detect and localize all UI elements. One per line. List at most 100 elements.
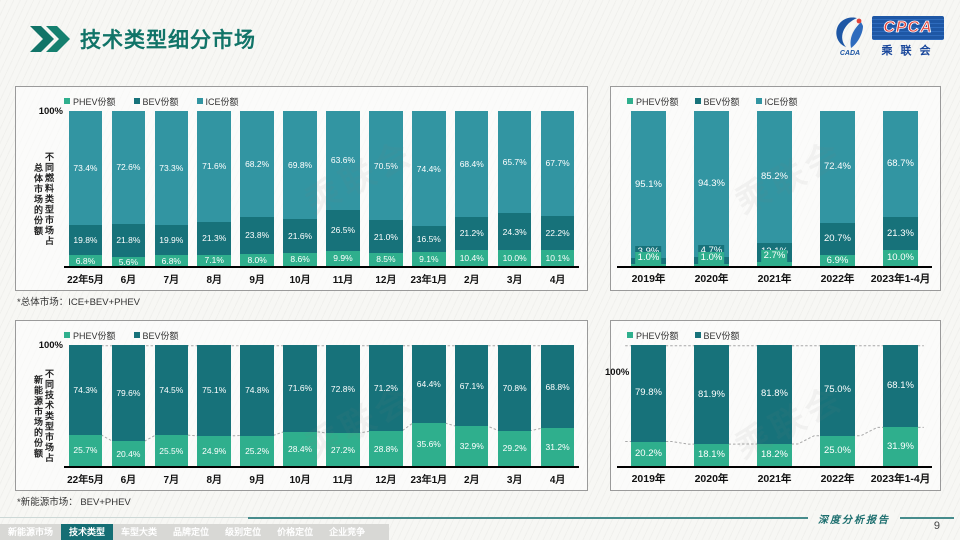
bar-value-label: 19.9% [159,235,184,246]
double-chevron-icon [30,26,70,52]
stacked-bar: 74.3% 25.7% [68,345,103,466]
stacked-bar: 79.8% 20.2% [631,345,666,466]
bar-segment-bev: 67.1% [455,345,489,427]
bar-segment-ice: 71.6% [197,111,231,222]
bar-value-label: 23.8% [245,230,270,241]
bar-segment-bev: 26.5% [326,209,360,251]
x-axis-label: 2023年1-4月 [870,272,931,285]
bar-segment-phev: 10.4% [455,249,489,266]
stacked-bar: 75.1% 24.9% [197,345,231,466]
y-axis-max-label: 100% [605,367,630,378]
bar-segment-phev: 10.1% [540,250,575,266]
stacked-bar: 81.9% 18.1% [694,345,729,466]
stacked-bar: 65.7% 24.3% 10.0% [497,111,532,266]
bar-value-label: 72.6% [116,162,141,173]
bar-value-label: 74.8% [245,385,270,396]
stacked-bar: 74.8% 25.2% [240,345,274,466]
y-axis-title: 不同技术类型市场占 新能源市场的份额 [33,369,54,464]
legend-label: PHEV份额 [636,96,679,107]
bar-value-label: 31.9% [887,440,914,452]
x-axis-label: 23年1月 [410,274,448,286]
bar-value-label: 68.1% [887,380,914,392]
bar-value-label: 81.8% [761,388,788,400]
x-axis-label: 2021年 [757,472,792,485]
footer-tab-企业竞争[interactable]: 企业竞争 [329,527,366,537]
x-axis-label: 22年5月 [67,474,104,486]
x-axis-label: 3月 [506,474,523,486]
bar-value-label: 74.3% [73,384,98,395]
x-axis-label: 7月 [163,474,180,486]
stacked-bar: 67.1% 32.9% [455,345,489,466]
bar-segment-ice: 94.3% [694,111,729,258]
stacked-bar: 85.2%12.1%2.7% [757,111,792,266]
bar-slot: 73.3% 19.9% 6.8% [150,111,193,266]
x-axis-label: 9月 [249,274,265,286]
bar-value-label: 64.4% [416,378,441,389]
legend-item: PHEV份额 [64,95,116,108]
legend-label: BEV份额 [703,330,740,341]
bar-value-label: 9.9% [333,253,353,264]
bar-slot: 68.7% 21.3% 10.0% [869,111,932,266]
footer-tab-品牌定位[interactable]: 品牌定位 [173,527,210,537]
bar-slot: 74.4% 16.5% 9.1% [407,111,450,266]
bar-value-label: 31.2% [545,442,570,453]
logo-subtitle: 乘联会 [881,45,939,57]
footer-tab-技术类型[interactable]: 技术类型 [61,524,114,540]
bar-segment-phev: 6.8% [68,255,103,266]
bar-slot: 71.2% 28.8% [364,345,407,466]
bar-segment-phev: 6.9% [820,255,855,266]
legend-swatch-phev-icon [627,98,633,104]
legend-item: ICE份额 [755,95,798,108]
bar-value-label: 21.3% [887,227,914,239]
bar-value-label: 70.5% [373,160,398,171]
x-axis-label: 8月 [206,274,222,286]
stacked-bar: 79.6% 20.4% [111,345,146,466]
bar-value-label: 71.6% [288,383,313,394]
legend-swatch-bev-icon [694,332,701,338]
bar-value-label: 6.8% [161,255,181,266]
legend-item: ICE份额 [196,95,239,108]
bar-segment-bev: 68.8% [540,345,575,429]
bar-segment-ice: 72.6% [111,111,146,224]
footer-tab-新能源市场[interactable]: 新能源市场 [8,527,54,537]
bar-value-label: 22.2% [545,228,570,239]
stacked-bar: 71.6% 28.4% [283,345,317,466]
bar-value-label: 72.8% [330,384,356,395]
bar-segment-ice: 67.7% [540,111,575,216]
bar-value-label: 25.7% [73,445,98,456]
bar-value-label: 6.8% [75,255,96,266]
stacked-bar: 68.4% 21.2% 10.4% [455,111,489,266]
footer-tab-价格定位[interactable]: 价格定位 [277,527,314,537]
bar-slot: 74.8% 25.2% [236,345,279,466]
stacked-bar: 74.4% 16.5% 9.1% [412,111,446,266]
legend-item: PHEV份额 [627,95,679,108]
plot-area: 73.4% 19.8% 6.8% 72.6% 21.8% 5.6% 73.3% 19.9% 6.… [64,111,579,268]
x-axis-label: 4月 [549,274,566,286]
stacked-bar: 71.6% 21.3% 7.1% [197,111,231,266]
bar-segment-bev: 21.8% [111,223,146,258]
bar-slot: 68.2% 23.8% 8.0% [236,111,279,266]
chart-panel-fuel-monthly: PHEV份额 BEV份额 ICE份额 100% 不同燃料类型市场占 总体市场的份额 … [15,86,588,291]
logo-box: CPCA [872,16,944,40]
bar-slot: 95.1%3.9%1.0% [617,111,680,266]
footer-tab-级别定位[interactable]: 级别定位 [225,527,262,537]
x-axis-label: 11月 [332,274,354,286]
x-axis-label: 2月 [463,274,480,286]
x-axis-label: 2020年 [694,472,729,485]
bar-segment-ice: 63.6% [326,111,360,210]
footer-tab-车型大类[interactable]: 车型大类 [121,527,158,537]
legend: PHEV份额 BEV份额 ICE份额 [64,91,579,111]
stacked-bar: 63.6% 26.5% 9.9% [326,111,360,266]
bar-segment-phev: 25.2% [240,435,274,466]
x-axis-label: 2023年1-4月 [870,472,931,485]
bar-value-label: 27.2% [330,444,356,455]
legend-label: BEV份额 [703,96,740,107]
bar-segment-phev: 8.5% [369,252,403,266]
legend-swatch-ice-icon [755,98,762,104]
legend-item: PHEV份额 [64,329,116,342]
bar-value-label: 63.6% [330,155,356,166]
bar-value-label: 71.6% [202,161,227,172]
bar-value-label: 67.1% [459,380,484,391]
x-axis-label: 2022年 [820,472,855,485]
bar-slot: 74.5% 25.5% [150,345,193,466]
